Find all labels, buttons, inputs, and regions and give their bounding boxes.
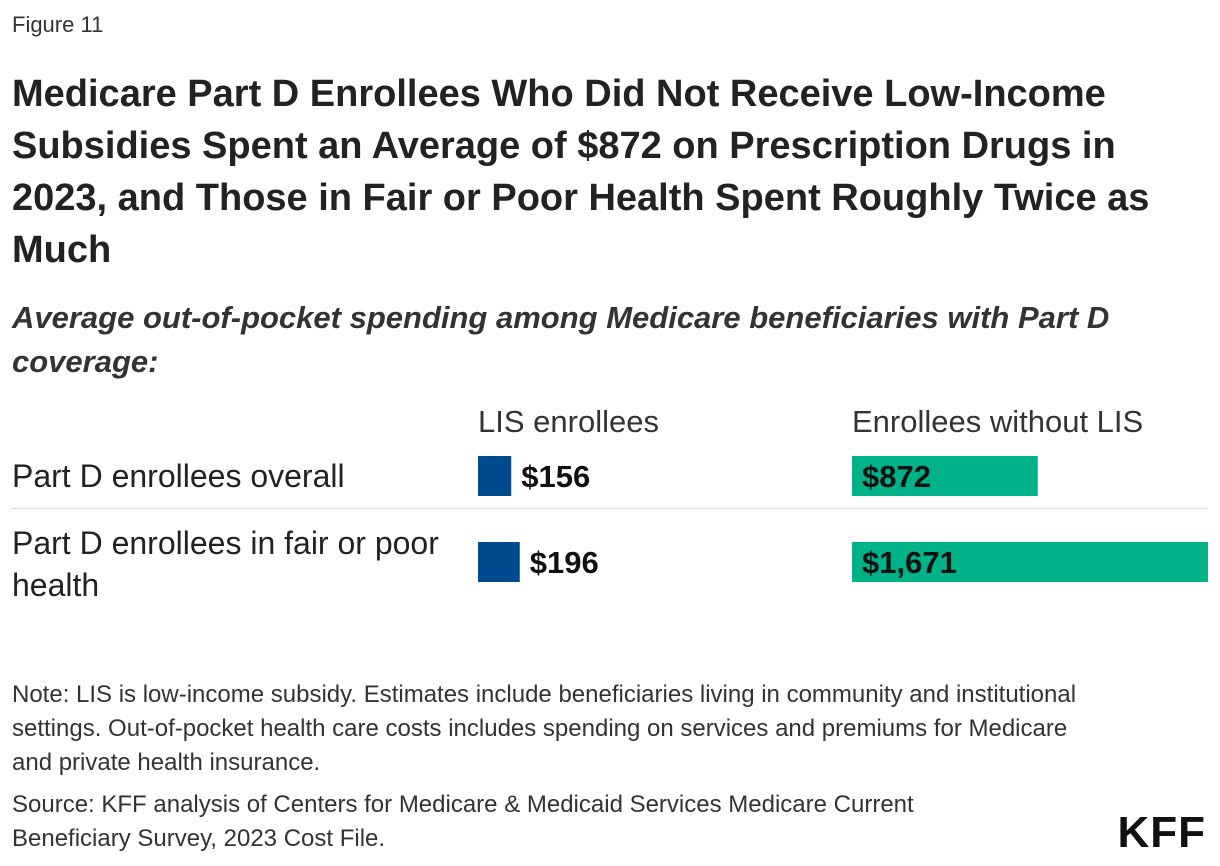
chart-source: Source: KFF analysis of Centers for Medi…: [12, 791, 914, 852]
kff-logo: KFF: [1117, 808, 1206, 857]
column-header-without-lis: Enrollees without LIS: [852, 404, 1144, 439]
chart-title: Medicare Part D Enrollees Who Did Not Re…: [12, 73, 1150, 271]
chart-subtitle: Average out-of-pocket spending among Med…: [12, 300, 1110, 379]
figure-label: Figure 11: [12, 12, 104, 37]
data-label-without-lis-0: $872: [862, 459, 931, 494]
bar-without-lis-0: [852, 456, 1038, 496]
bar-without-lis-1: [852, 542, 1208, 582]
data-label-lis-1: $196: [530, 545, 599, 580]
bar-lis-0: [478, 456, 512, 496]
row-label-fair-poor-health: Part D enrollees in fair or poor health: [12, 525, 439, 603]
row-divider: [12, 508, 1208, 509]
column-header-lis: LIS enrollees: [478, 404, 659, 439]
data-label-without-lis-1: $1,671: [862, 545, 957, 580]
chart-note: Note: LIS is low-income subsidy. Estimat…: [12, 681, 1077, 776]
data-label-lis-0: $156: [521, 459, 590, 494]
row-label-overall: Part D enrollees overall: [12, 458, 345, 494]
bar-lis-1: [478, 542, 520, 582]
